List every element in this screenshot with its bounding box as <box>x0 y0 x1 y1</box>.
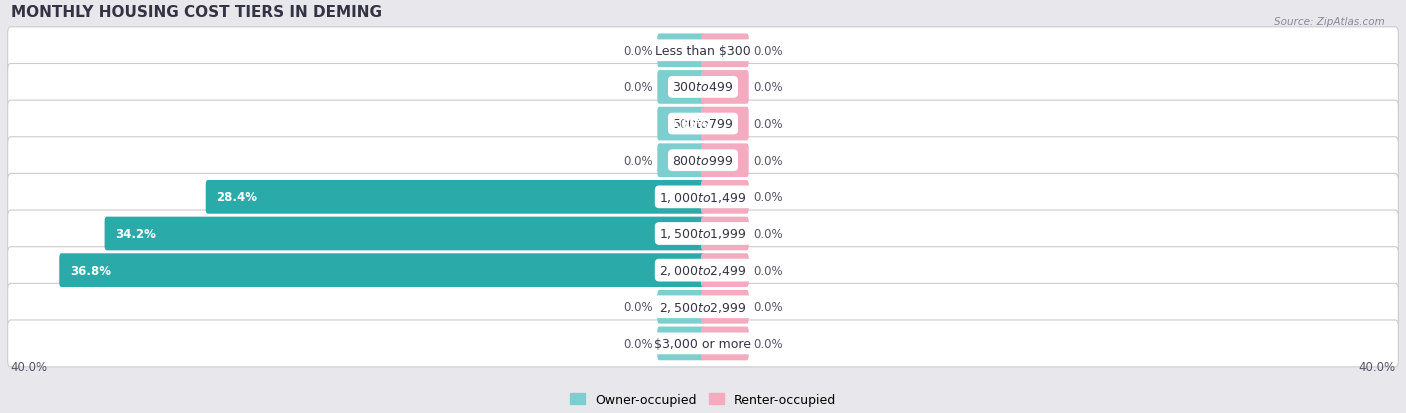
FancyBboxPatch shape <box>7 64 1399 111</box>
FancyBboxPatch shape <box>7 211 1399 257</box>
Text: 0.0%: 0.0% <box>623 301 652 313</box>
FancyBboxPatch shape <box>702 71 748 104</box>
FancyBboxPatch shape <box>702 254 748 287</box>
Text: $1,500 to $1,999: $1,500 to $1,999 <box>659 227 747 241</box>
Text: 0.0%: 0.0% <box>754 118 783 131</box>
Text: 0.0%: 0.0% <box>623 81 652 94</box>
Legend: Owner-occupied, Renter-occupied: Owner-occupied, Renter-occupied <box>565 388 841 411</box>
FancyBboxPatch shape <box>658 107 704 141</box>
Text: 0.0%: 0.0% <box>623 45 652 58</box>
FancyBboxPatch shape <box>702 217 748 251</box>
Text: MONTHLY HOUSING COST TIERS IN DEMING: MONTHLY HOUSING COST TIERS IN DEMING <box>11 5 382 20</box>
Text: $2,000 to $2,499: $2,000 to $2,499 <box>659 263 747 278</box>
FancyBboxPatch shape <box>658 327 704 361</box>
FancyBboxPatch shape <box>7 28 1399 75</box>
Text: 0.0%: 0.0% <box>754 337 783 350</box>
Text: Less than $300: Less than $300 <box>655 45 751 58</box>
Text: 0.0%: 0.0% <box>754 264 783 277</box>
Text: 0.65%: 0.65% <box>668 118 709 131</box>
FancyBboxPatch shape <box>104 217 704 251</box>
Text: 40.0%: 40.0% <box>11 360 48 373</box>
FancyBboxPatch shape <box>7 320 1399 367</box>
FancyBboxPatch shape <box>7 138 1399 184</box>
FancyBboxPatch shape <box>658 34 704 68</box>
FancyBboxPatch shape <box>702 290 748 324</box>
Text: $500 to $799: $500 to $799 <box>672 118 734 131</box>
Text: Source: ZipAtlas.com: Source: ZipAtlas.com <box>1274 17 1385 26</box>
FancyBboxPatch shape <box>658 144 704 178</box>
FancyBboxPatch shape <box>205 180 704 214</box>
Text: 28.4%: 28.4% <box>217 191 257 204</box>
FancyBboxPatch shape <box>702 180 748 214</box>
Text: 36.8%: 36.8% <box>70 264 111 277</box>
FancyBboxPatch shape <box>702 34 748 68</box>
FancyBboxPatch shape <box>658 290 704 324</box>
FancyBboxPatch shape <box>7 101 1399 148</box>
Text: 0.0%: 0.0% <box>754 45 783 58</box>
Text: 0.0%: 0.0% <box>754 191 783 204</box>
Text: $800 to $999: $800 to $999 <box>672 154 734 167</box>
FancyBboxPatch shape <box>702 107 748 141</box>
FancyBboxPatch shape <box>658 71 704 104</box>
Text: $2,500 to $2,999: $2,500 to $2,999 <box>659 300 747 314</box>
Text: $300 to $499: $300 to $499 <box>672 81 734 94</box>
Text: 0.0%: 0.0% <box>754 301 783 313</box>
Text: 0.0%: 0.0% <box>623 154 652 167</box>
Text: $1,000 to $1,499: $1,000 to $1,499 <box>659 190 747 204</box>
Text: $3,000 or more: $3,000 or more <box>655 337 751 350</box>
FancyBboxPatch shape <box>702 327 748 361</box>
FancyBboxPatch shape <box>7 284 1399 330</box>
Text: 0.0%: 0.0% <box>754 154 783 167</box>
Text: 34.2%: 34.2% <box>115 228 156 240</box>
Text: 40.0%: 40.0% <box>1358 360 1395 373</box>
Text: 0.0%: 0.0% <box>754 228 783 240</box>
FancyBboxPatch shape <box>59 254 704 287</box>
Text: 0.0%: 0.0% <box>754 81 783 94</box>
FancyBboxPatch shape <box>7 247 1399 294</box>
Text: 0.0%: 0.0% <box>623 337 652 350</box>
FancyBboxPatch shape <box>702 144 748 178</box>
FancyBboxPatch shape <box>7 174 1399 221</box>
